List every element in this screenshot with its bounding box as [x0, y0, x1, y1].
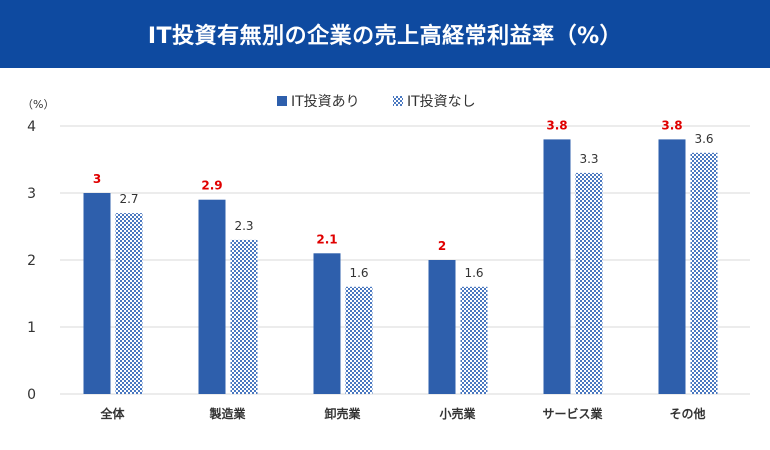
data-label: 2 [438, 239, 446, 253]
legend-swatch [277, 96, 287, 106]
data-label: 2.9 [201, 179, 222, 193]
data-label: 1.6 [349, 266, 368, 280]
data-label: 2.7 [119, 192, 138, 206]
bar-with-it [543, 139, 571, 394]
bar-without-it [115, 213, 143, 394]
data-label: 3.6 [694, 132, 713, 146]
bar-without-it [575, 172, 603, 394]
legend-label: IT投資なし [407, 94, 476, 110]
legend: IT投資あり IT投資なし [277, 94, 476, 110]
bar-chart: 0 1 2 3 4 （%） IT投資あり IT投資なし 3 2.7 2.9 2.3 2.1 1.6 2… [22, 94, 750, 421]
y-tick-label: 0 [27, 387, 36, 403]
y-tick-label: 3 [27, 186, 36, 202]
data-labels: 3 2.7 2.9 2.3 2.1 1.6 2 1.6 3.8 3.3 3.8 3.6 [93, 118, 714, 279]
category-label: 小売業 [439, 406, 476, 421]
bar-with-it [83, 193, 111, 394]
bar-with-it [313, 253, 341, 394]
category-label: 全体 [99, 406, 125, 421]
y-tick-label: 2 [27, 253, 36, 269]
category-label: 卸売業 [324, 406, 361, 421]
legend-label: IT投資あり [291, 94, 360, 110]
bar-with-it [658, 139, 686, 394]
x-axis-categories: 全体 製造業 卸売業 小売業 サービス業 その他 [99, 406, 705, 421]
bar-with-it [198, 199, 226, 394]
bar-without-it [690, 152, 718, 394]
data-label: 2.3 [234, 219, 253, 233]
data-label: 1.6 [464, 266, 483, 280]
category-label: 製造業 [208, 406, 246, 421]
category-label: サービス業 [542, 406, 603, 421]
data-label: 3.3 [579, 152, 598, 166]
y-tick-label: 1 [27, 320, 36, 336]
y-axis-unit-label: （%） [22, 98, 54, 111]
bar-without-it [345, 286, 373, 394]
y-axis-ticks: 0 1 2 3 4 [27, 119, 36, 403]
legend-swatch [393, 96, 403, 106]
data-label: 2.1 [316, 232, 337, 246]
y-tick-label: 4 [27, 119, 36, 135]
bar-with-it [428, 260, 456, 394]
category-label: その他 [669, 406, 705, 421]
bars [83, 139, 718, 394]
gridlines [60, 125, 750, 395]
data-label: 3 [93, 172, 101, 186]
data-label: 3.8 [546, 118, 567, 132]
bar-without-it [230, 239, 258, 394]
chart-title: IT投資有無別の企業の売上高経常利益率（%） [0, 0, 770, 68]
bar-without-it [460, 286, 488, 394]
data-label: 3.8 [661, 118, 682, 132]
